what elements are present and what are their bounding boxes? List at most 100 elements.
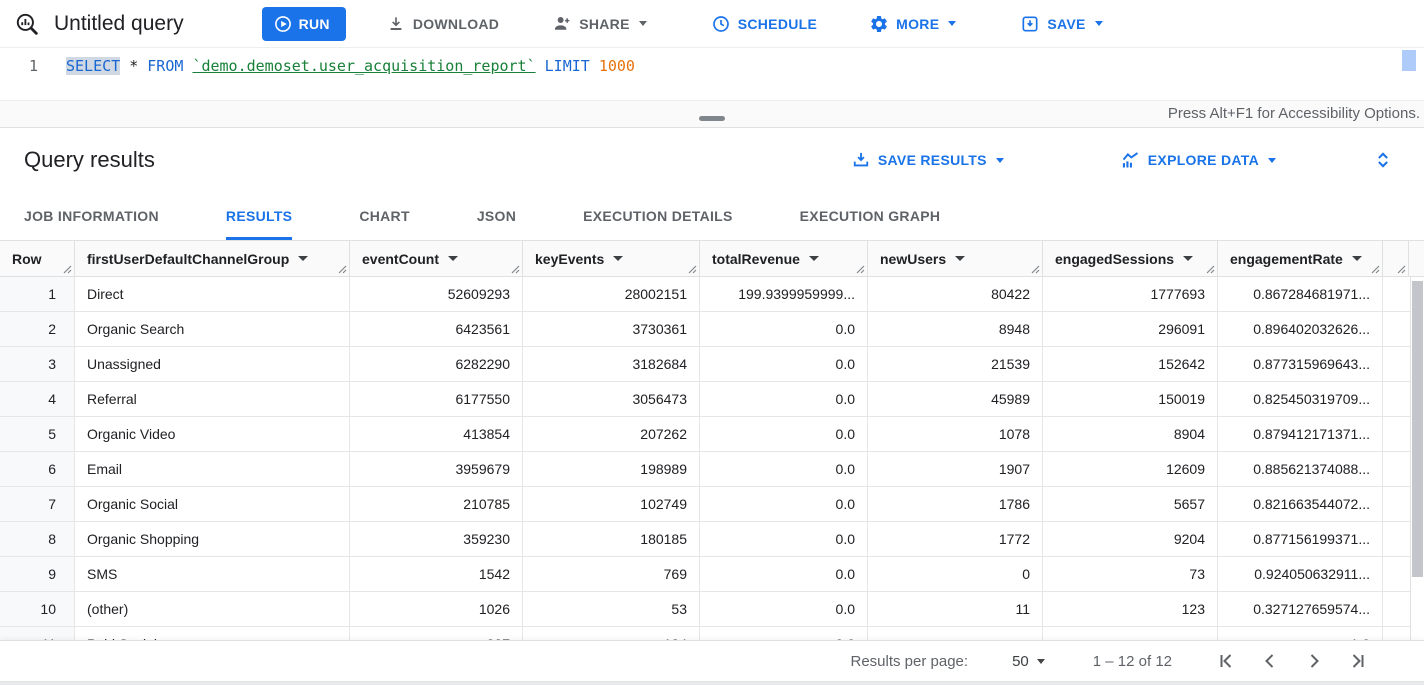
- table-cell: (other): [75, 592, 350, 626]
- splitter-drag-handle[interactable]: [699, 116, 725, 121]
- table-cell: 0.924050632911...: [1218, 557, 1383, 591]
- row-number-cell: 3: [0, 347, 75, 381]
- column-resize-handle[interactable]: [688, 265, 697, 274]
- share-button[interactable]: SHARE: [539, 7, 659, 41]
- tab-execution-graph[interactable]: EXECUTION GRAPH: [799, 208, 941, 224]
- column-header-keyEvents[interactable]: keyEvents: [523, 241, 700, 276]
- filler-cell: [1383, 347, 1409, 381]
- filler-cell: [1383, 592, 1409, 626]
- table-cell: 6282290: [350, 347, 523, 381]
- column-header-newUsers[interactable]: newUsers: [868, 241, 1043, 276]
- column-resize-handle[interactable]: [63, 265, 72, 274]
- table-cell: 0.0: [700, 487, 868, 521]
- table-cell: Organic Shopping: [75, 522, 350, 556]
- table-scrollbar[interactable]: [1410, 277, 1424, 640]
- table-cell: 3730361: [523, 312, 700, 346]
- window-bottom-strip: [0, 681, 1424, 685]
- column-header-engagementRate[interactable]: engagementRate: [1218, 241, 1383, 276]
- table-row: 10 (other) 1026 53 0.0 11 123 0.327127659574...: [0, 592, 1424, 627]
- table-cell: 6177550: [350, 382, 523, 416]
- explore-data-button[interactable]: EXPLORE DATA: [1108, 143, 1288, 177]
- person-add-icon: [555, 17, 570, 30]
- table-cell: 0.0: [700, 382, 868, 416]
- download-button[interactable]: DOWNLOAD: [374, 7, 511, 41]
- chevron-down-icon: [1036, 658, 1045, 664]
- table-cell: Organic Search: [75, 312, 350, 346]
- column-dropdown-icon[interactable]: [808, 256, 819, 261]
- filler-cell: [1383, 312, 1409, 346]
- column-dropdown-icon[interactable]: [298, 256, 309, 261]
- editor-scrollbar-thumb[interactable]: [1402, 50, 1416, 71]
- filler-cell: [1383, 487, 1409, 521]
- last-page-icon: [1352, 654, 1364, 668]
- column-header-totalRevenue[interactable]: totalRevenue: [700, 241, 868, 276]
- previous-page-button[interactable]: [1256, 647, 1284, 675]
- first-page-button[interactable]: [1212, 647, 1240, 675]
- tab-results[interactable]: RESULTS: [226, 192, 292, 240]
- column-header-engagedSessions[interactable]: engagedSessions: [1043, 241, 1218, 276]
- column-dropdown-icon[interactable]: [1183, 256, 1194, 261]
- tab-execution-details[interactable]: EXECUTION DETAILS: [583, 208, 733, 224]
- table-cell: 0.0: [700, 592, 868, 626]
- table-cell: 45989: [868, 382, 1043, 416]
- column-dropdown-icon[interactable]: [448, 256, 458, 261]
- table-scrollbar-thumb[interactable]: [1412, 281, 1423, 577]
- page-size-select[interactable]: 50: [1012, 653, 1045, 670]
- sql-editor[interactable]: 1 SELECT * FROM `demo.demoset.user_acqui…: [0, 48, 1424, 100]
- column-resize-handle[interactable]: [511, 265, 520, 274]
- save-results-button[interactable]: SAVE RESULTS: [839, 143, 1016, 177]
- table-row: 1 Direct 52609293 28002151 199.9399959999...…: [0, 277, 1424, 312]
- table-cell: 3959679: [350, 452, 523, 486]
- row-number-cell: 9: [0, 557, 75, 591]
- schedule-button[interactable]: SCHEDULE: [699, 7, 829, 41]
- column-dropdown-icon[interactable]: [613, 256, 624, 261]
- last-page-button[interactable]: [1344, 647, 1372, 675]
- column-dropdown-icon[interactable]: [1351, 256, 1362, 261]
- collapse-expand-button[interactable]: [1368, 144, 1398, 176]
- table-cell: 0.327127659574...: [1218, 592, 1383, 626]
- column-resize-handle[interactable]: [1397, 265, 1406, 274]
- tab-json[interactable]: JSON: [476, 208, 517, 224]
- column-resize-handle[interactable]: [1371, 265, 1380, 274]
- tab-chart[interactable]: CHART: [359, 208, 410, 224]
- table-cell: 0.821663544072...: [1218, 487, 1383, 521]
- chevron-right-icon: [1310, 654, 1319, 668]
- page-size-value: 50: [1012, 652, 1029, 670]
- table-row: 3 Unassigned 6282290 3182684 0.0 21539 152642 0…: [0, 347, 1424, 382]
- row-number-cell: 10: [0, 592, 75, 626]
- column-resize-handle[interactable]: [1206, 265, 1215, 274]
- results-table-area: Row firstUserDefaultChannelGroup eventCoun…: [0, 241, 1424, 640]
- table-row: 5 Organic Video 413854 207262 0.0 1078 8904 0.8…: [0, 417, 1424, 452]
- column-resize-handle[interactable]: [338, 265, 347, 274]
- gear-icon: [871, 15, 887, 32]
- filler-cell: [1383, 522, 1409, 556]
- column-header-firstUserDefaultChannelGroup[interactable]: firstUserDefaultChannelGroup: [75, 241, 350, 276]
- column-resize-handle[interactable]: [856, 265, 865, 274]
- table-cell: 413854: [350, 417, 523, 451]
- column-dropdown-icon[interactable]: [955, 256, 966, 261]
- save-label: SAVE: [1047, 15, 1086, 32]
- column-resize-handle[interactable]: [1031, 265, 1040, 274]
- table-cell: 0.877156199371...: [1218, 522, 1383, 556]
- accessibility-hint: Press Alt+F1 for Accessibility Options.: [1167, 105, 1420, 122]
- table-cell: Paid Social: [75, 627, 350, 640]
- next-page-button[interactable]: [1300, 647, 1328, 675]
- sql-table-reference[interactable]: `demo.demoset.user_acquisition_report`: [192, 57, 536, 75]
- pagination-footer: Results per page: 50 1 – 12 of 12: [0, 640, 1424, 681]
- table-cell: 80422: [868, 277, 1043, 311]
- column-header-Row[interactable]: Row: [0, 241, 75, 276]
- row-number-cell: 5: [0, 417, 75, 451]
- table-cell: 3056473: [523, 382, 700, 416]
- column-header-eventCount[interactable]: eventCount: [350, 241, 523, 276]
- save-button[interactable]: SAVE: [1008, 7, 1114, 41]
- table-cell: 1907: [868, 452, 1043, 486]
- more-button[interactable]: MORE: [857, 7, 968, 41]
- results-tab-bar: JOB INFORMATION RESULTS CHART JSON EXECUTION…: [0, 192, 1424, 241]
- table-cell: 28002151: [523, 277, 700, 311]
- column-label: eventCount: [362, 250, 439, 267]
- tab-job-information[interactable]: JOB INFORMATION: [24, 208, 159, 224]
- run-button[interactable]: RUN: [261, 6, 346, 41]
- sql-limit-value: 1000: [598, 57, 635, 75]
- sql-keyword-select: SELECT: [66, 57, 121, 75]
